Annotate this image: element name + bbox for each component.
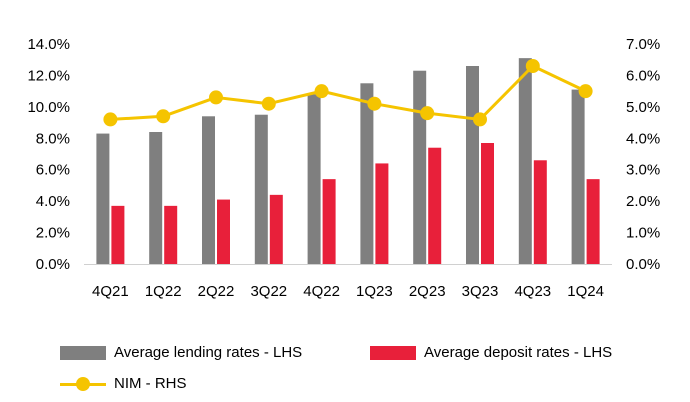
nim-point bbox=[473, 112, 487, 127]
nim-point bbox=[103, 112, 118, 127]
left-axis-tick-label: 10.0% bbox=[27, 99, 70, 116]
nim-point bbox=[578, 84, 593, 99]
nim-point bbox=[209, 90, 223, 105]
bar-deposit bbox=[533, 160, 547, 264]
bar-lending bbox=[202, 116, 215, 265]
legend-nim: NIM - RHS bbox=[60, 375, 187, 392]
bar-deposit bbox=[375, 163, 389, 264]
right-axis-tick-label: 3.0% bbox=[626, 162, 660, 179]
bar-deposit bbox=[481, 143, 494, 264]
bar-lending bbox=[413, 70, 427, 264]
right-axis-tick-label: 0.0% bbox=[626, 256, 660, 273]
nim-point bbox=[367, 96, 382, 111]
nim-point bbox=[525, 59, 540, 73]
x-axis-tick-label: 4Q22 bbox=[303, 283, 340, 300]
x-axis-tick-label: 2Q23 bbox=[409, 283, 446, 300]
x-axis-tick-label: 1Q24 bbox=[567, 283, 604, 300]
x-axis-tick-label: 1Q23 bbox=[356, 283, 393, 300]
right-axis-tick-label: 2.0% bbox=[626, 193, 660, 210]
right-axis-tick-label: 7.0% bbox=[626, 36, 660, 53]
nim-point bbox=[261, 96, 276, 111]
x-axis-tick-label: 4Q23 bbox=[514, 283, 551, 300]
legend-nim-label: NIM - RHS bbox=[114, 375, 187, 392]
right-axis-tick-label: 5.0% bbox=[626, 99, 660, 116]
left-axis-tick-label: 2.0% bbox=[36, 225, 70, 242]
left-axis-tick-label: 8.0% bbox=[36, 130, 70, 147]
right-axis-tick-label: 6.0% bbox=[626, 67, 660, 84]
nim-point bbox=[420, 106, 435, 121]
legend-deposit-label: Average deposit rates - LHS bbox=[424, 344, 613, 361]
bar-deposit bbox=[164, 205, 178, 264]
right-axis-tick-label: 4.0% bbox=[626, 130, 660, 147]
x-axis-tick-label: 4Q21 bbox=[92, 283, 129, 300]
x-axis-tick-label: 3Q23 bbox=[462, 283, 499, 300]
nim-line bbox=[110, 64, 587, 121]
legend-nim-swatch bbox=[60, 376, 106, 391]
left-axis-tick-label: 4.0% bbox=[36, 193, 70, 210]
bar-lending bbox=[518, 58, 532, 265]
x-axis-tick-label: 2Q22 bbox=[198, 283, 235, 300]
bar-lending bbox=[360, 83, 374, 265]
left-axis-tick-label: 0.0% bbox=[36, 256, 70, 273]
bar-lending bbox=[466, 66, 479, 264]
right-axis-tick-label: 1.0% bbox=[626, 225, 660, 242]
legend-lending: Average lending rates - LHS bbox=[60, 344, 302, 361]
bar-deposit bbox=[586, 179, 600, 264]
bar-lending bbox=[96, 133, 110, 264]
legend-deposit: Average deposit rates - LHS bbox=[370, 344, 612, 361]
bar-deposit bbox=[269, 194, 283, 264]
legend-lending-label: Average lending rates - LHS bbox=[114, 344, 303, 361]
bar-lending bbox=[149, 132, 163, 264]
x-axis-tick-label: 1Q22 bbox=[145, 283, 182, 300]
legend-lending-swatch bbox=[60, 345, 106, 360]
nim-point bbox=[314, 84, 329, 99]
left-axis-tick-label: 12.0% bbox=[27, 67, 70, 84]
left-axis-tick-label: 14.0% bbox=[27, 36, 70, 53]
bar-deposit bbox=[322, 179, 336, 264]
legend-deposit-swatch bbox=[370, 345, 416, 360]
bar-lending bbox=[307, 94, 321, 265]
bar-deposit bbox=[217, 199, 230, 264]
nim-point bbox=[156, 109, 171, 124]
bar-lending bbox=[571, 89, 585, 264]
bar-deposit bbox=[111, 205, 125, 264]
left-axis-tick-label: 6.0% bbox=[36, 162, 70, 179]
x-axis-tick-label: 3Q22 bbox=[250, 283, 287, 300]
bar-deposit bbox=[428, 147, 442, 264]
bar-lending bbox=[254, 114, 268, 264]
